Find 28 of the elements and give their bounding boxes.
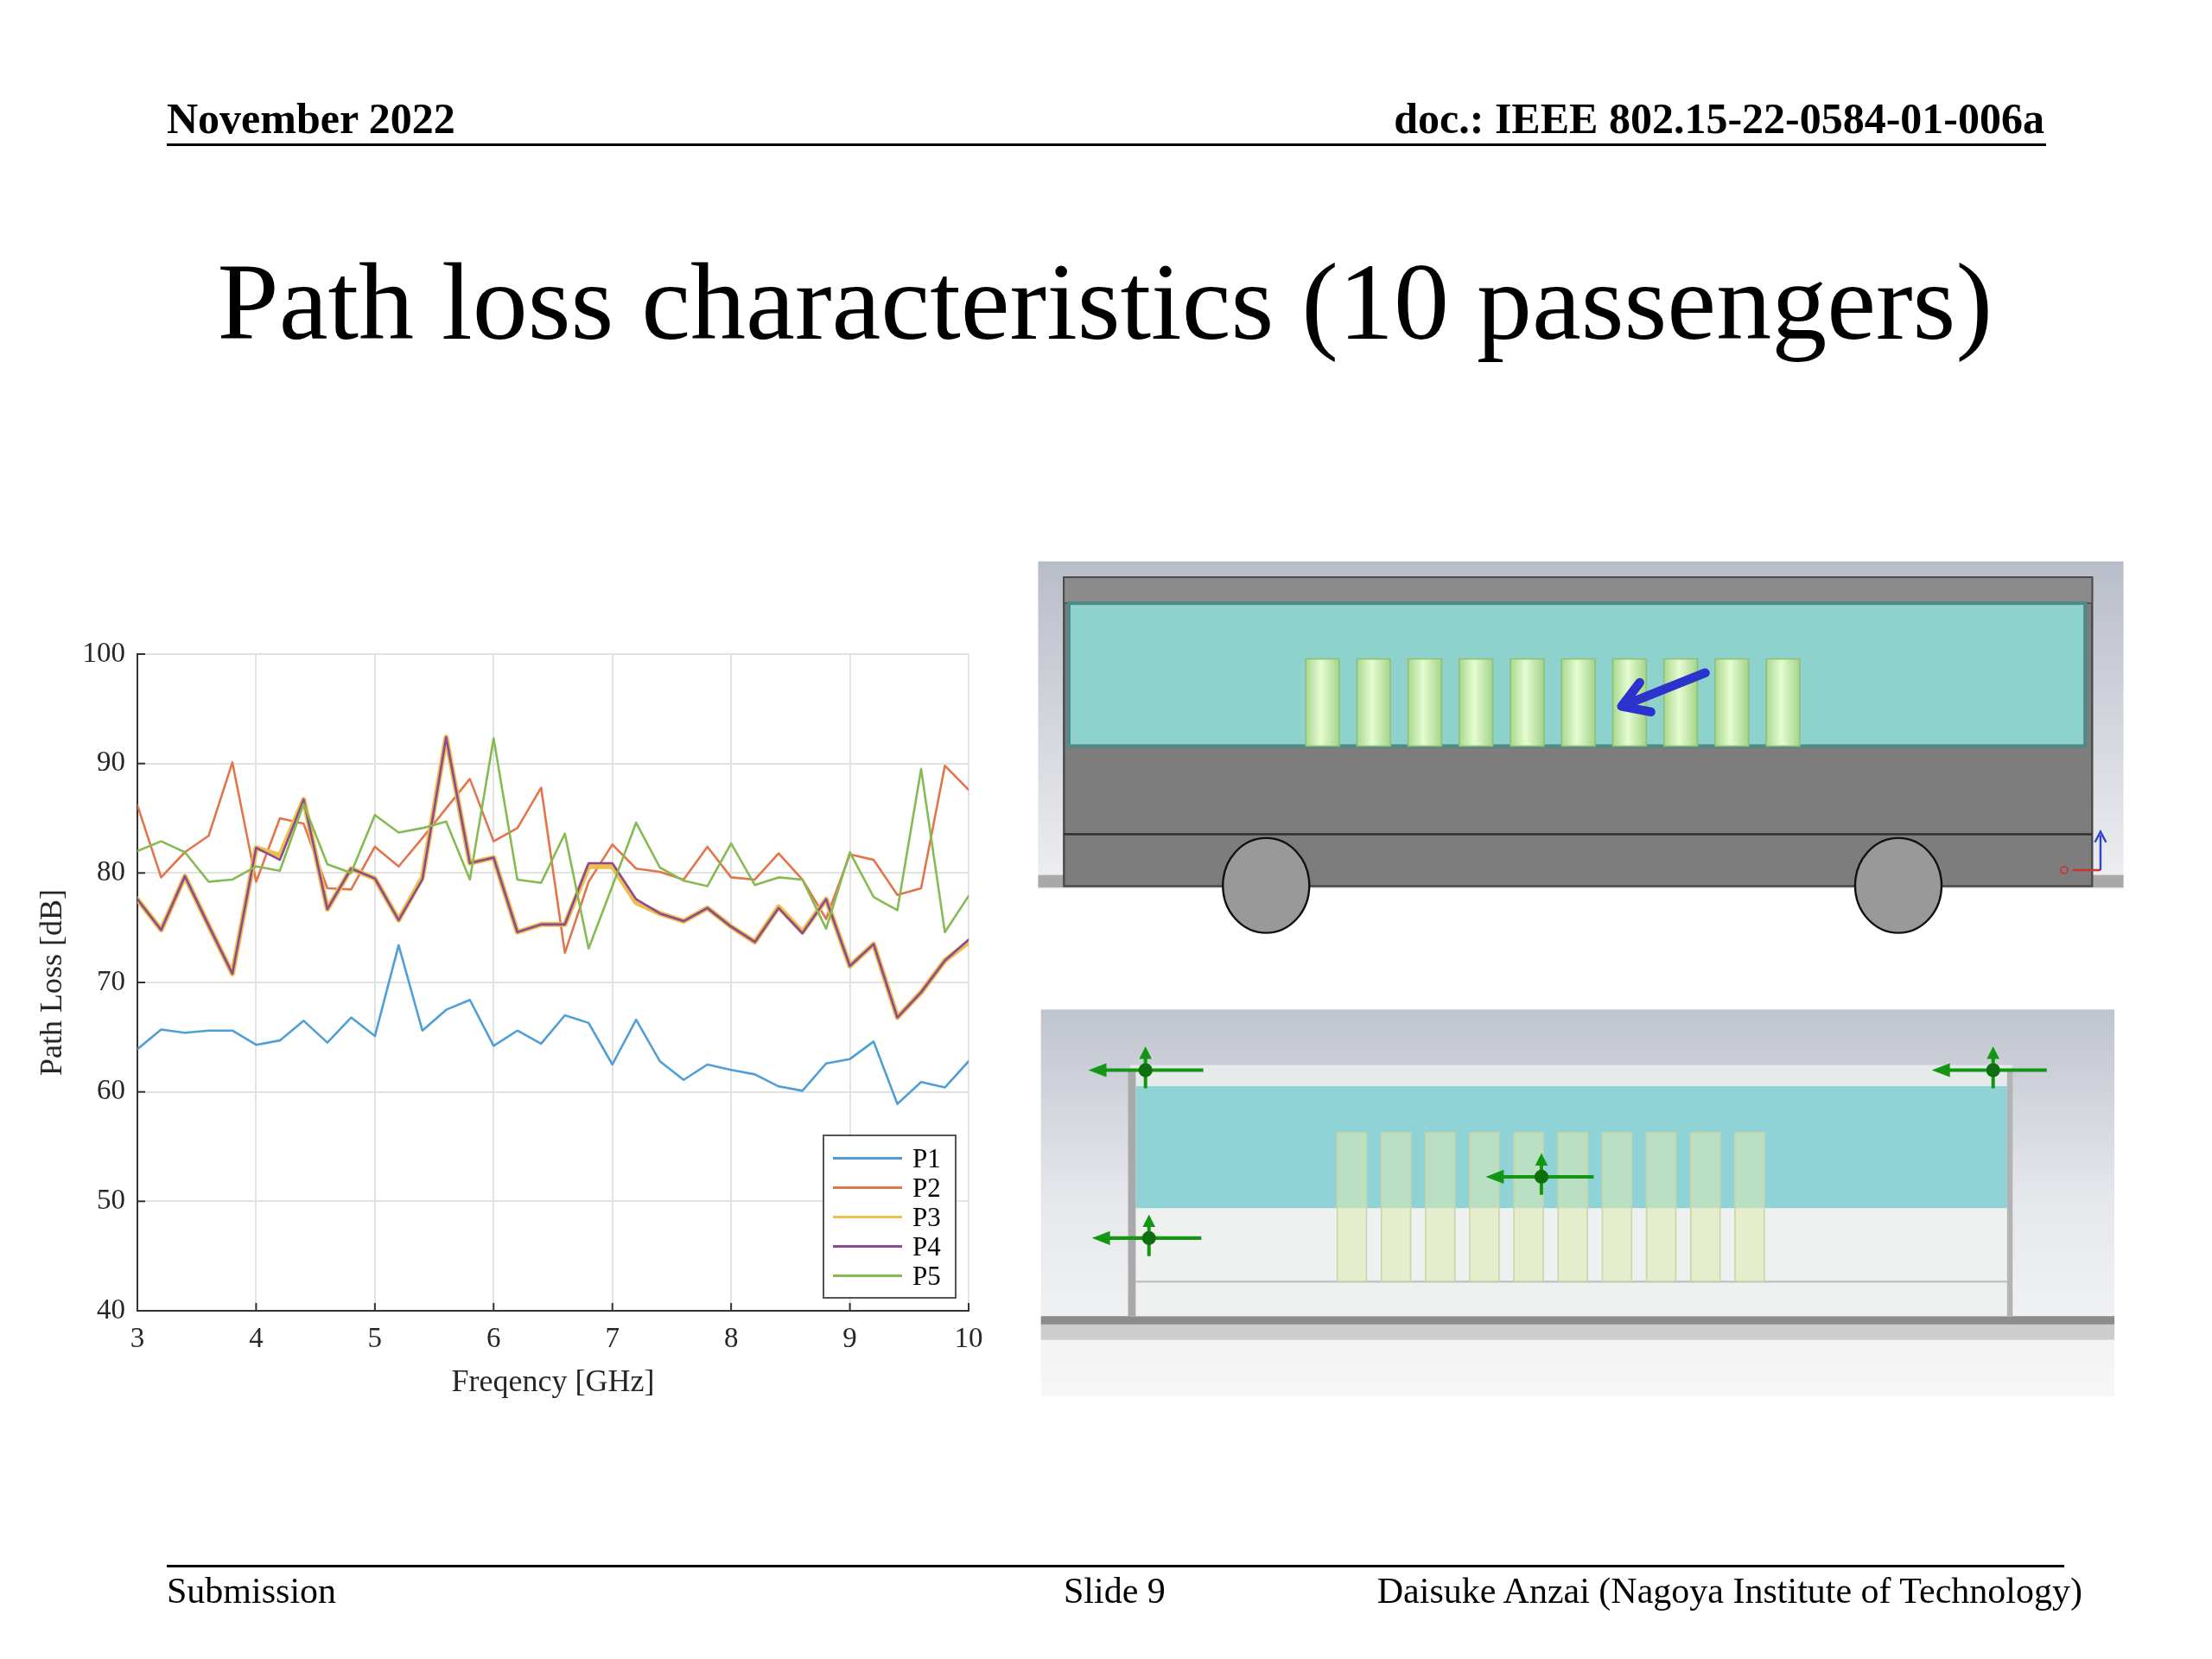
x-tick-label: 10 (954, 1322, 983, 1354)
x-tick-label: 8 (723, 1322, 739, 1354)
text: Daisuke Anzai (Nagoya Institute of Technology) (1376, 1571, 2082, 1611)
y-tick-label: 100 (82, 636, 125, 668)
text: November 2022 (167, 94, 455, 143)
legend-label: P5 (912, 1260, 941, 1291)
y-tick-label: 80 (97, 855, 125, 887)
x-tick-label: 6 (486, 1322, 501, 1354)
chart-title: Path loss characteristics (10 passengers) (217, 240, 1993, 363)
x-tick-label: 3 (130, 1322, 145, 1354)
x-tick-label: 5 (367, 1322, 383, 1354)
y-tick-label: 50 (97, 1184, 125, 1216)
x-tick-label: 9 (842, 1322, 857, 1354)
y-tick-label: 40 (97, 1293, 125, 1325)
text: Slide 9 (1064, 1571, 1166, 1611)
y-axis-title: Path Loss [dB] (34, 889, 69, 1076)
legend-label: P4 (912, 1230, 941, 1262)
text: Submission (167, 1571, 337, 1611)
legend-label: P2 (912, 1172, 941, 1203)
x-tick-label: 7 (605, 1322, 620, 1354)
x-tick-label: 4 (249, 1322, 264, 1354)
legend-label: P3 (912, 1201, 941, 1232)
legend-label: P1 (912, 1142, 941, 1173)
y-tick-label: 70 (97, 964, 125, 996)
y-tick-label: 60 (97, 1074, 125, 1106)
y-tick-label: 90 (97, 746, 125, 778)
text: doc.: IEEE 802.15-22-0584-01-006a (1394, 94, 2044, 143)
x-axis-title: Freqency [GHz] (451, 1363, 655, 1398)
